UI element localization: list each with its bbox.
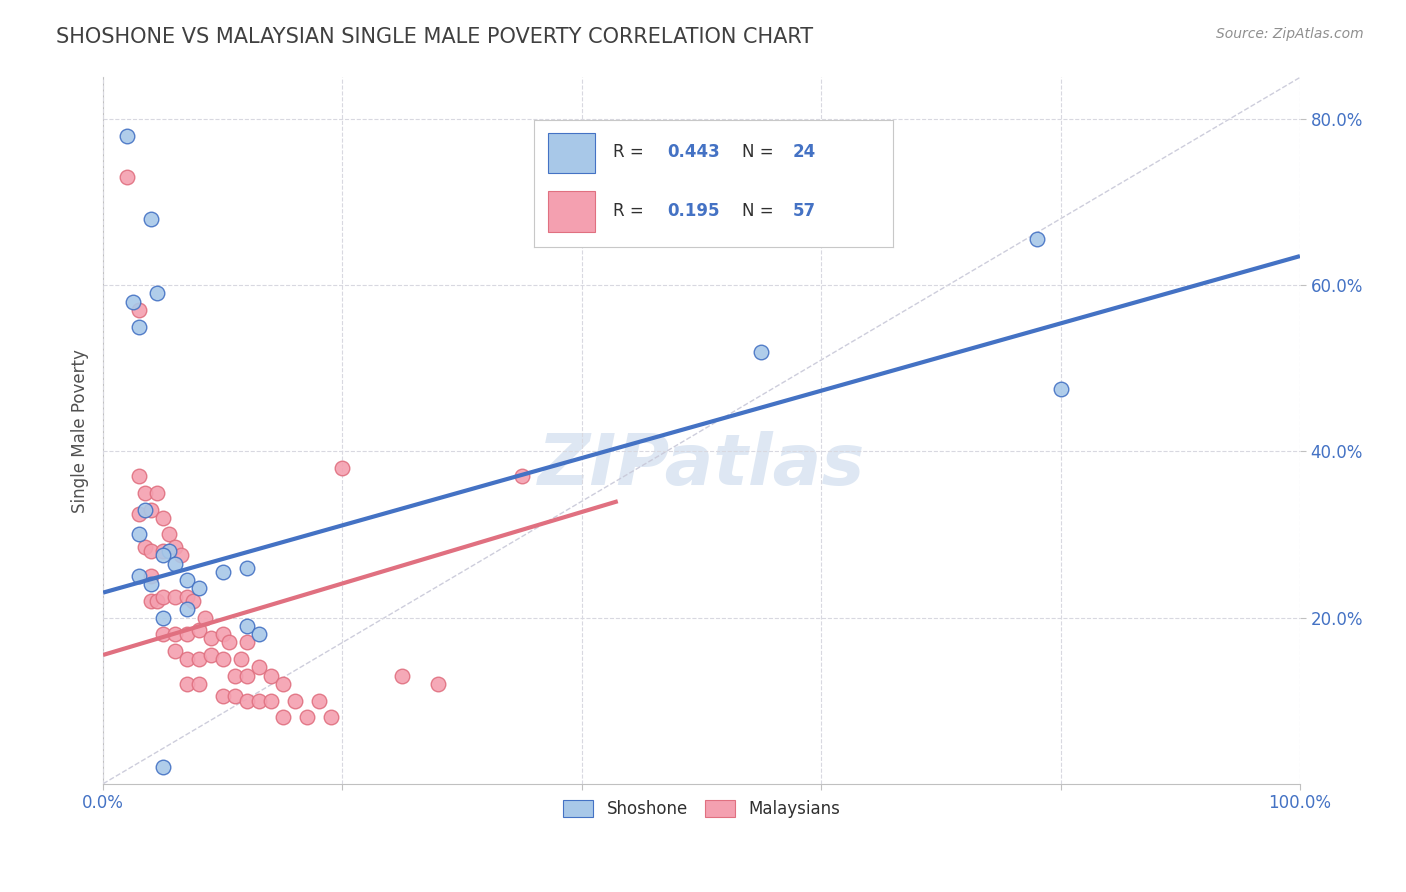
Point (176, 602, 198, 616)
Point (187, 677, 209, 691)
Point (176, 573, 198, 587)
Point (200, 648, 222, 662)
Point (224, 690, 246, 704)
Point (308, 693, 330, 707)
Point (235, 669, 257, 683)
Point (295, 710, 318, 724)
Point (139, 211, 162, 226)
Point (163, 644, 186, 658)
Point (187, 582, 209, 596)
Point (163, 540, 186, 554)
Point (391, 669, 413, 683)
Point (152, 548, 174, 562)
Point (211, 690, 233, 704)
Point (284, 693, 307, 707)
Point (128, 319, 150, 334)
Point (139, 577, 162, 591)
Point (1049, 382, 1071, 396)
Point (211, 652, 233, 666)
Point (247, 627, 270, 641)
Point (134, 486, 156, 500)
Point (163, 627, 186, 641)
Point (194, 610, 217, 624)
Point (235, 560, 257, 574)
Point (229, 652, 252, 666)
Point (170, 548, 193, 562)
Point (128, 527, 150, 541)
Point (271, 710, 294, 724)
Point (235, 619, 257, 633)
Point (200, 632, 222, 646)
Text: SHOSHONE VS MALAYSIAN SINGLE MALE POVERTY CORRELATION CHART: SHOSHONE VS MALAYSIAN SINGLE MALE POVERT… (56, 27, 813, 46)
Point (187, 623, 209, 637)
Point (152, 627, 174, 641)
Text: Source: ZipAtlas.com: Source: ZipAtlas.com (1216, 27, 1364, 41)
Point (115, 170, 138, 185)
Point (176, 590, 198, 604)
Point (751, 344, 773, 359)
Point (176, 677, 198, 691)
Point (128, 569, 150, 583)
Point (181, 594, 204, 608)
Point (247, 660, 270, 674)
Point (139, 569, 162, 583)
Point (163, 590, 186, 604)
Point (235, 635, 257, 649)
Point (128, 469, 150, 483)
Point (224, 669, 246, 683)
Point (211, 627, 233, 641)
Point (128, 507, 150, 521)
Point (139, 544, 162, 558)
Point (139, 502, 162, 516)
Point (152, 610, 174, 624)
Point (146, 594, 169, 608)
Point (152, 511, 174, 525)
Point (427, 677, 450, 691)
Point (157, 527, 180, 541)
Point (176, 627, 198, 641)
Point (218, 635, 240, 649)
Point (332, 461, 354, 475)
Text: ZIPatlas: ZIPatlas (538, 432, 865, 500)
Point (152, 760, 174, 774)
Point (122, 294, 145, 309)
Point (176, 652, 198, 666)
Point (163, 557, 186, 571)
Point (152, 544, 174, 558)
Point (211, 565, 233, 579)
Point (247, 693, 270, 707)
Point (260, 693, 283, 707)
Point (139, 594, 162, 608)
Point (134, 540, 156, 554)
Point (319, 710, 342, 724)
Point (187, 652, 209, 666)
Point (134, 502, 156, 516)
Point (510, 469, 533, 483)
Point (260, 669, 283, 683)
Point (146, 486, 169, 500)
Point (235, 693, 257, 707)
Point (128, 303, 150, 318)
Point (271, 677, 294, 691)
Point (115, 128, 138, 143)
Point (146, 286, 169, 301)
Point (157, 544, 180, 558)
Point (1025, 232, 1047, 246)
Point (152, 590, 174, 604)
Legend: Shoshone, Malaysians: Shoshone, Malaysians (557, 793, 846, 825)
Y-axis label: Single Male Poverty: Single Male Poverty (72, 349, 89, 513)
